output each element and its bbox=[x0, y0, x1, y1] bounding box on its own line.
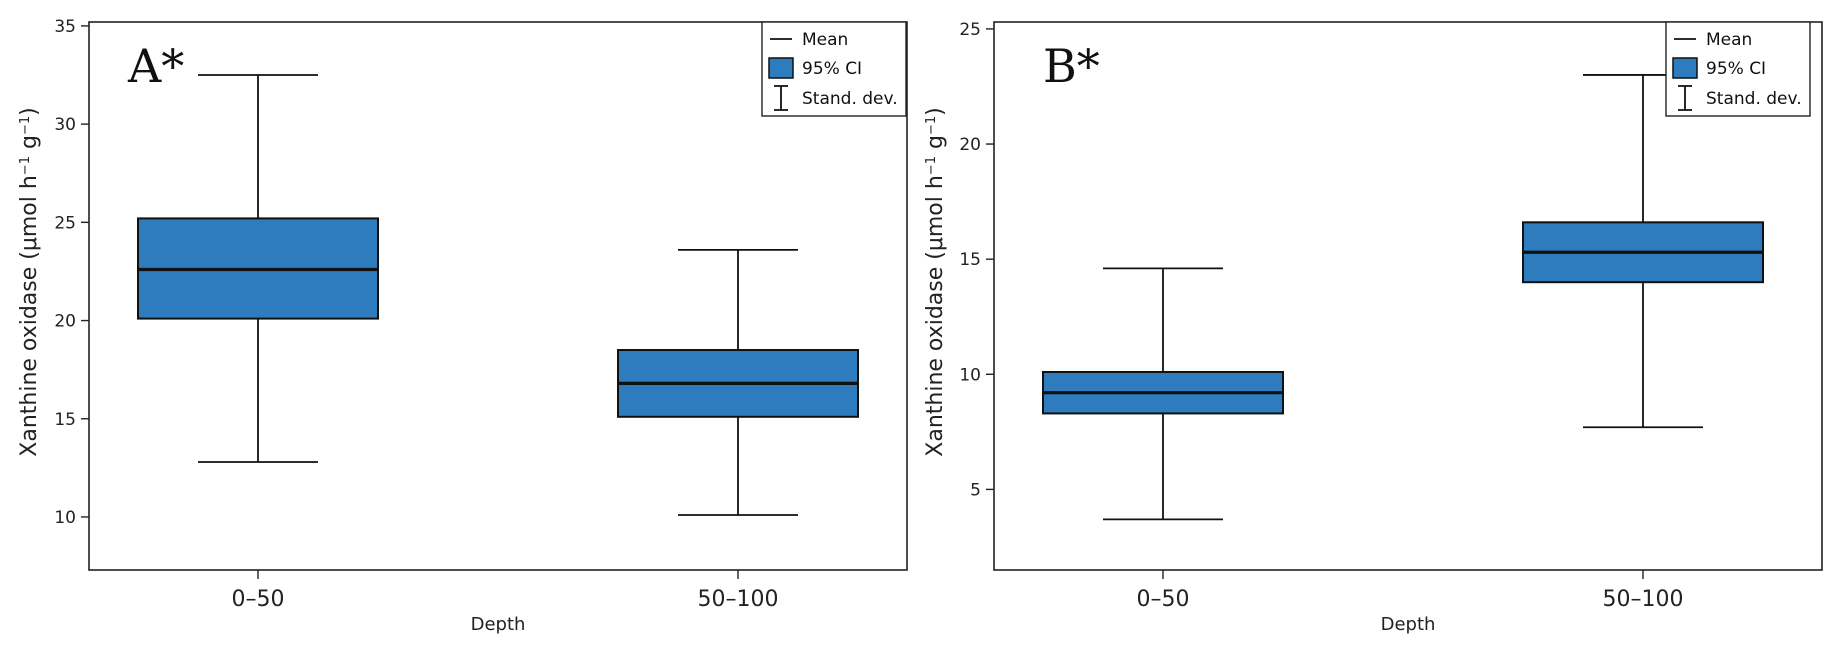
x-tick-label: 50–100 bbox=[698, 587, 779, 612]
x-tick-label: 0–50 bbox=[1137, 587, 1190, 612]
panel-label: A* bbox=[127, 39, 184, 93]
y-axis-title-end: ) bbox=[17, 107, 42, 116]
x-tick-label: 0–50 bbox=[232, 587, 285, 612]
y-tick-label: 35 bbox=[54, 17, 76, 37]
y-axis-title-sup2: −1 bbox=[18, 116, 33, 135]
y-tick-label: 25 bbox=[959, 20, 981, 40]
y-axis-title: Xanthine oxidase (μmol h−1 g−1) bbox=[17, 107, 42, 456]
y-axis-title-sup1: −1 bbox=[924, 156, 939, 175]
y-tick-label: 25 bbox=[54, 213, 76, 233]
legend-ci-swatch bbox=[1672, 57, 1698, 79]
legend-sd-label: Stand. dev. bbox=[802, 89, 898, 109]
legend-sd-swatch bbox=[1678, 85, 1692, 111]
panel-b: B* 5 10 15 20 25 0–50 50–100 Depth Xanthine o… bbox=[923, 20, 1823, 635]
y-axis-title-mid: g bbox=[923, 135, 948, 156]
y-axis: 10 15 20 25 30 35 bbox=[54, 17, 89, 528]
legend: Mean 95% CI Stand. dev. bbox=[1665, 21, 1811, 117]
y-axis-title-end: ) bbox=[923, 107, 948, 116]
legend-mean-label: Mean bbox=[1706, 30, 1752, 50]
plot-frame bbox=[88, 21, 908, 571]
legend-ci-label: 95% CI bbox=[1706, 59, 1766, 79]
legend-sd-label: Stand. dev. bbox=[1706, 89, 1802, 109]
y-axis-title-sup1: −1 bbox=[18, 156, 33, 175]
box-deep bbox=[617, 248, 859, 516]
y-axis-title: Xanthine oxidase (μmol h−1 g−1) bbox=[923, 107, 948, 456]
y-axis-title-mid: g bbox=[17, 135, 42, 156]
legend-sd-swatch bbox=[774, 85, 788, 111]
x-axis-title: Depth bbox=[471, 614, 526, 635]
y-tick-label: 15 bbox=[54, 410, 76, 430]
box-shallow bbox=[1042, 267, 1284, 521]
plot-frame bbox=[993, 21, 1823, 571]
legend-ci-swatch bbox=[768, 57, 794, 79]
box-shallow bbox=[137, 74, 379, 463]
y-axis-title-main: Xanthine oxidase (μmol h bbox=[923, 175, 948, 457]
panel-a: A* 10 15 20 25 30 35 0–50 50–100 Depth Xanthin… bbox=[17, 17, 908, 635]
box-series bbox=[1042, 74, 1764, 521]
x-axis: 0–50 50–100 bbox=[1137, 570, 1684, 612]
x-axis-title: Depth bbox=[1381, 614, 1436, 635]
y-tick-label: 10 bbox=[959, 365, 981, 385]
y-axis: 5 10 15 20 25 bbox=[959, 20, 994, 500]
legend: Mean 95% CI Stand. dev. bbox=[761, 21, 907, 117]
y-tick-label: 20 bbox=[54, 312, 76, 332]
y-tick-label: 20 bbox=[959, 135, 981, 155]
y-tick-label: 10 bbox=[54, 508, 76, 528]
y-tick-label: 5 bbox=[970, 480, 981, 500]
x-tick-label: 50–100 bbox=[1603, 587, 1684, 612]
y-axis-title-main: Xanthine oxidase (μmol h bbox=[17, 175, 42, 457]
y-tick-label: 15 bbox=[959, 250, 981, 270]
legend-mean-label: Mean bbox=[802, 30, 848, 50]
y-axis-title-sup2: −1 bbox=[924, 116, 939, 135]
panel-label: B* bbox=[1043, 39, 1100, 93]
box-series bbox=[137, 74, 859, 516]
y-tick-label: 30 bbox=[54, 115, 76, 135]
x-axis: 0–50 50–100 bbox=[232, 570, 779, 612]
legend-ci-label: 95% CI bbox=[802, 59, 862, 79]
box-deep bbox=[1522, 74, 1764, 429]
